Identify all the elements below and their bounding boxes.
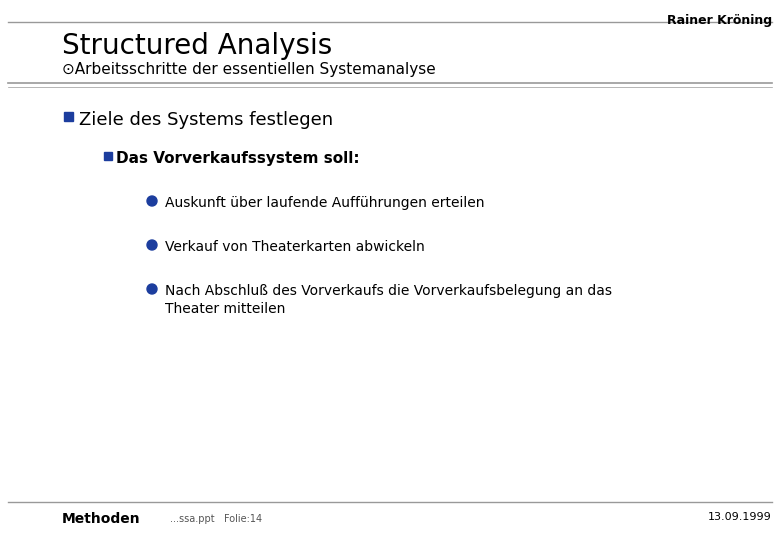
Text: 13.09.1999: 13.09.1999 xyxy=(708,512,772,522)
Text: Nach Abschluß des Vorverkaufs die Vorverkaufsbelegung an das: Nach Abschluß des Vorverkaufs die Vorver… xyxy=(165,284,612,298)
Text: ...ssa.ppt   Folie:14: ...ssa.ppt Folie:14 xyxy=(170,514,262,524)
Circle shape xyxy=(147,240,157,250)
Text: Verkauf von Theaterkarten abwickeln: Verkauf von Theaterkarten abwickeln xyxy=(165,240,425,254)
Text: Rainer Kröning: Rainer Kröning xyxy=(667,14,772,27)
Text: Das Vorverkaufssystem soll:: Das Vorverkaufssystem soll: xyxy=(116,151,360,166)
Text: Structured Analysis: Structured Analysis xyxy=(62,32,332,60)
Circle shape xyxy=(147,284,157,294)
Text: Methoden: Methoden xyxy=(62,512,140,526)
Text: Auskunft über laufende Aufführungen erteilen: Auskunft über laufende Aufführungen erte… xyxy=(165,196,484,210)
Text: ⊙Arbeitsschritte der essentiellen Systemanalyse: ⊙Arbeitsschritte der essentiellen System… xyxy=(62,62,436,77)
Circle shape xyxy=(147,196,157,206)
Text: Ziele des Systems festlegen: Ziele des Systems festlegen xyxy=(79,111,333,129)
Bar xyxy=(104,152,112,160)
Bar xyxy=(64,112,73,121)
Text: Theater mitteilen: Theater mitteilen xyxy=(165,302,285,316)
